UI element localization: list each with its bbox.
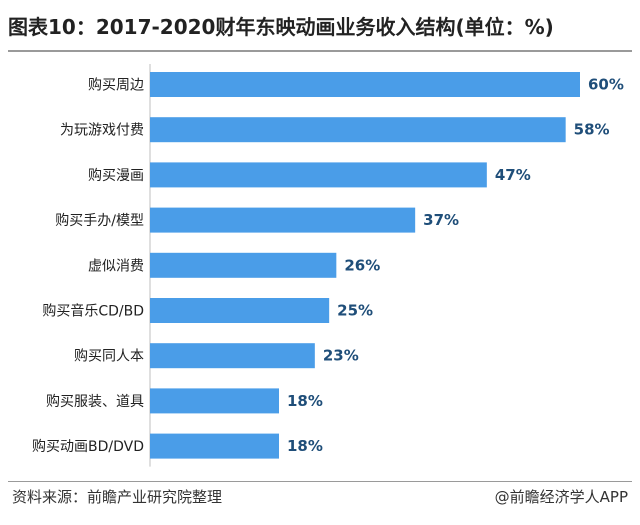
- data-label: 18%: [287, 392, 323, 410]
- bar: [150, 388, 279, 414]
- bar: [150, 433, 279, 459]
- category-label: 购买服装、道具: [46, 394, 144, 410]
- chart-title: 图表10：2017-2020财年东映动画业务收入结构(单位：%): [8, 15, 554, 39]
- data-label: 26%: [344, 256, 380, 274]
- data-label: 37%: [423, 211, 459, 229]
- category-label: 购买动画BD/DVD: [32, 439, 144, 455]
- category-label: 虚似消费: [88, 258, 144, 274]
- title-divider: [8, 50, 632, 52]
- footer-divider: [8, 481, 632, 482]
- bar-chart: 购买周边 60% 为玩游戏付费 58% 购买漫画 47% 购买手办/模型 37% 虚似消费 26%…: [32, 64, 624, 467]
- category-label: 购买手办/模型: [55, 213, 144, 229]
- credit-note: @前瞻经济学人APP: [494, 488, 628, 506]
- data-label: 25%: [337, 302, 373, 320]
- bar: [150, 207, 416, 233]
- data-label: 60%: [588, 76, 624, 94]
- data-label: 23%: [323, 347, 359, 365]
- data-label: 18%: [287, 437, 323, 455]
- source-note: 资料来源：前瞻产业研究院整理: [12, 488, 223, 506]
- bar: [150, 162, 487, 188]
- category-label: 购买漫画: [88, 168, 144, 184]
- data-label: 58%: [574, 121, 610, 139]
- bar: [150, 343, 315, 369]
- category-label: 购买周边: [88, 78, 144, 94]
- bar: [150, 252, 337, 278]
- data-label: 47%: [495, 166, 531, 184]
- category-label: 为玩游戏付费: [60, 123, 144, 139]
- bar: [150, 298, 330, 323]
- bar: [150, 117, 566, 143]
- category-label: 购买同人本: [74, 349, 144, 365]
- category-label: 购买音乐CD/BD: [42, 303, 144, 320]
- bar: [150, 72, 580, 97]
